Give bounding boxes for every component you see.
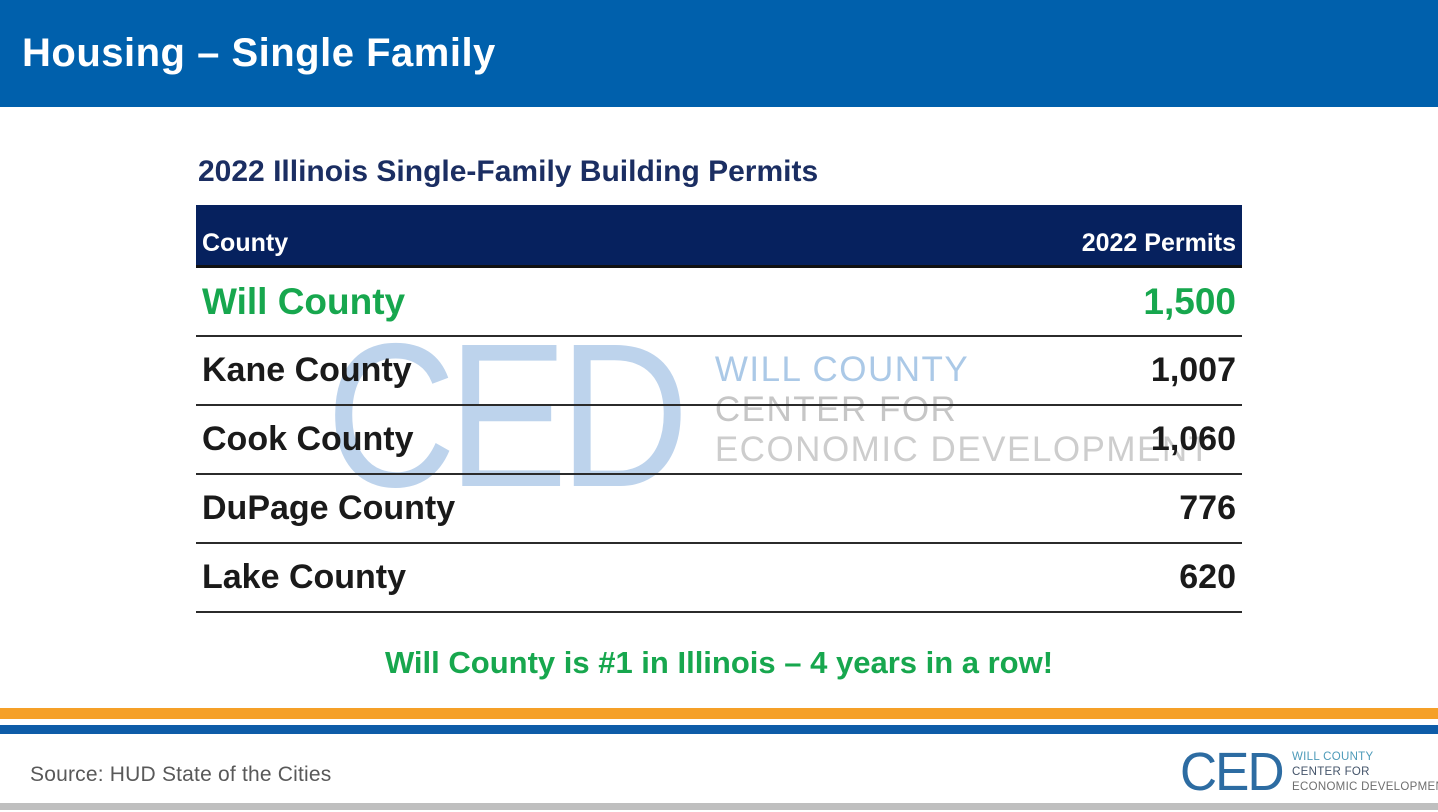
slide-title: Housing – Single Family: [22, 31, 496, 75]
county-name: Kane County: [202, 351, 412, 389]
source-citation: Source: HUD State of the Cities: [30, 763, 332, 786]
county-name: Cook County: [202, 420, 414, 458]
permits-value: 776: [1179, 489, 1236, 527]
ced-logo-line: WILL COUNTY: [1292, 750, 1374, 763]
ced-logo-text: WILL COUNTY CENTER FOR ECONOMIC DEVELOPM…: [1292, 750, 1438, 795]
blue-divider-bar: [0, 725, 1438, 734]
table-row-will-county: Will County 1,500: [196, 268, 1242, 337]
ced-logo-letters: CED: [1180, 742, 1285, 802]
permits-value: 1,007: [1150, 351, 1236, 389]
ced-logo-line: CENTER FOR: [1292, 765, 1370, 778]
table-row-kane-county: Kane County 1,007: [196, 337, 1242, 406]
ced-logo: CED WILL COUNTY CENTER FOR ECONOMIC DEVE…: [1180, 742, 1438, 802]
table-row-dupage-county: DuPage County 776: [196, 475, 1242, 544]
table-row-lake-county: Lake County 620: [196, 544, 1242, 613]
table-title: 2022 Illinois Single-Family Building Per…: [198, 155, 819, 188]
header-bar: Housing – Single Family: [0, 0, 1438, 107]
ced-logo-line: ECONOMIC DEVELOPMENT: [1292, 780, 1438, 793]
county-name: Lake County: [202, 558, 407, 596]
column-header-permits: 2022 Permits: [1081, 229, 1236, 257]
orange-divider-bar: [0, 708, 1438, 719]
tagline: Will County is #1 in Illinois – 4 years …: [384, 645, 1054, 680]
table-header-row: County 2022 Permits: [196, 205, 1242, 268]
permits-table: 2022 Illinois Single-Family Building Per…: [196, 150, 1242, 613]
table-row-cook-county: Cook County 1,060: [196, 406, 1242, 475]
permits-value: 1,060: [1150, 420, 1236, 458]
column-header-county: County: [202, 229, 289, 257]
county-name: DuPage County: [202, 489, 456, 527]
county-name: Will County: [202, 280, 406, 322]
bottom-gray-strip: [0, 803, 1438, 810]
permits-value: 620: [1179, 558, 1236, 596]
permits-value: 1,500: [1143, 280, 1236, 322]
